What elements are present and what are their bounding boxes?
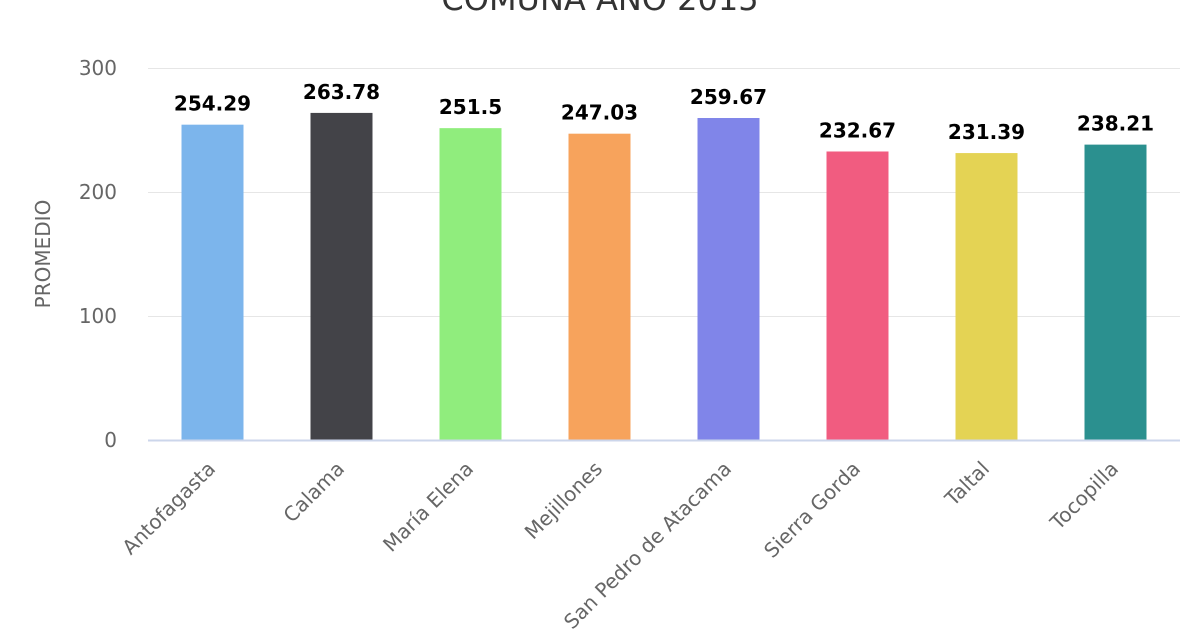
- bars: [181, 112, 1147, 441]
- y-tick-label: 300: [79, 56, 117, 80]
- x-axis-ticks: Antofagasta Calama María Elena MejillonesSa…: [117, 457, 1123, 634]
- bar: [1084, 144, 1147, 440]
- bar: [439, 128, 502, 440]
- bar: [310, 112, 373, 440]
- bar: [826, 151, 889, 440]
- y-axis-label: PROMEDIO: [31, 200, 55, 309]
- bar: [181, 124, 244, 441]
- data-label: 254.29: [174, 92, 251, 116]
- x-tick-label: Calama: [278, 457, 349, 528]
- bar: [697, 118, 760, 440]
- data-label: 231.39: [948, 120, 1025, 144]
- x-tick-label: Mejillones: [520, 457, 607, 544]
- y-axis-ticks: 0 100 200 300: [79, 56, 117, 452]
- data-label: 232.67: [819, 118, 896, 142]
- data-label: 263.78: [303, 80, 380, 104]
- x-tick-label: Sierra Gorda: [759, 457, 865, 563]
- data-label: 247.03: [561, 101, 638, 125]
- x-tick-label: María Elena: [378, 457, 478, 557]
- y-tick-label: 200: [79, 180, 117, 204]
- bar: [955, 153, 1018, 440]
- data-label: 238.21: [1077, 112, 1154, 136]
- x-tick-label: Tocopilla: [1045, 457, 1123, 535]
- x-tick-label: Antofagasta: [117, 457, 220, 560]
- chart-title: COMUNA AÑO 2015: [441, 0, 758, 18]
- gridlines: [148, 68, 1180, 317]
- y-tick-label: 0: [104, 428, 117, 452]
- data-labels: 254.29 263.78 251.5 247.03 259.67 232.67 231.3…: [174, 80, 1154, 144]
- y-tick-label: 100: [79, 304, 117, 328]
- x-tick-label: Taltal: [939, 457, 994, 512]
- bar: [568, 133, 631, 440]
- data-label: 259.67: [690, 85, 767, 109]
- data-label: 251.5: [439, 95, 502, 119]
